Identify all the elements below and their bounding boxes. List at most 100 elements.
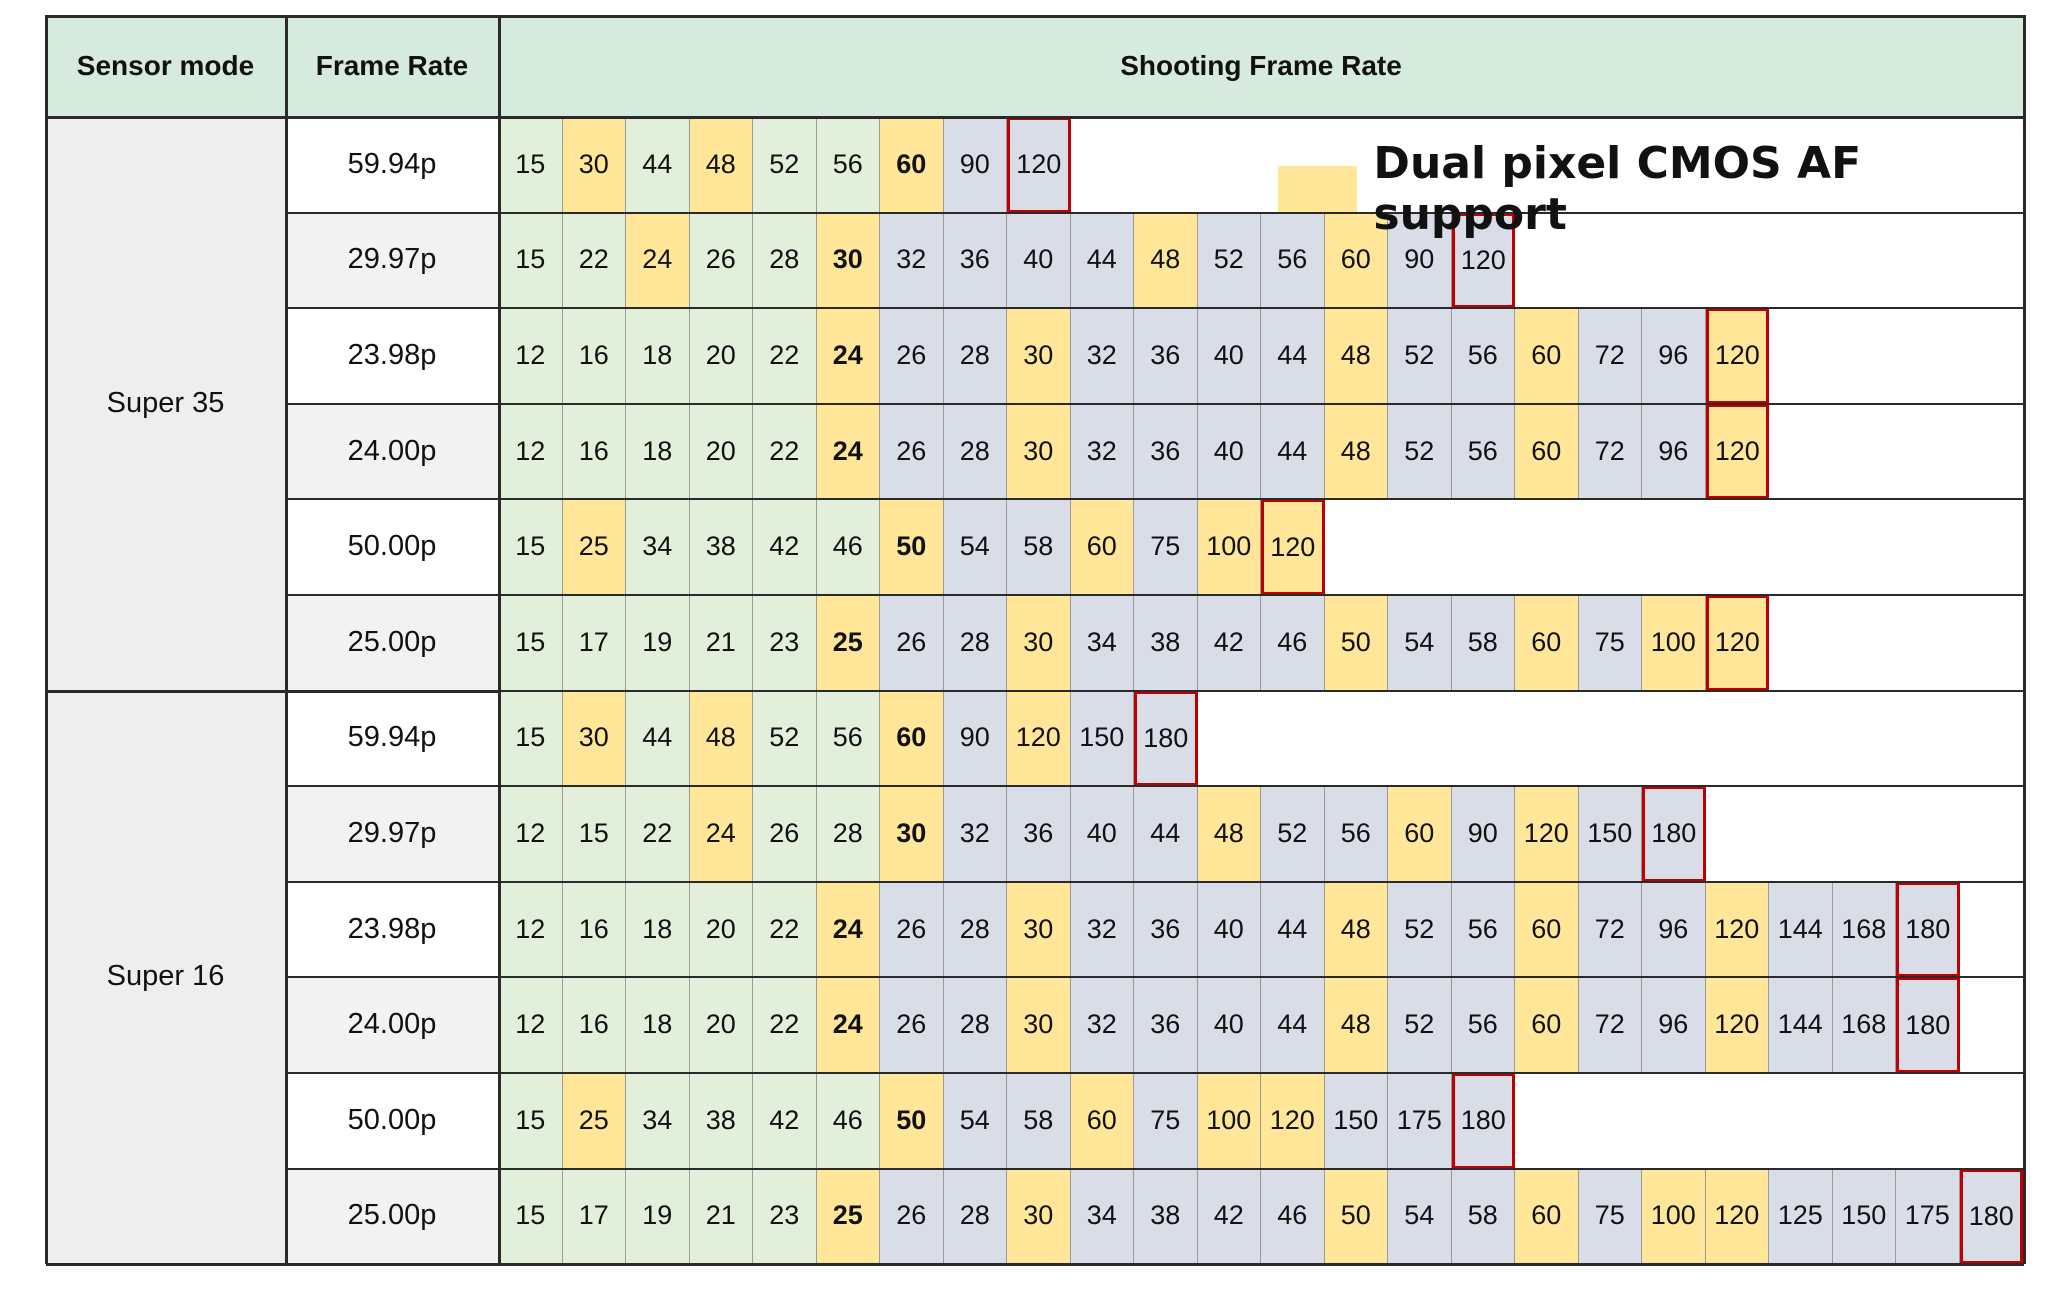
shooting-rate-cell: 40 (1007, 212, 1071, 309)
shooting-rate-cell: 120 (1705, 1168, 1769, 1265)
shooting-rate-cell: 150 (1070, 690, 1134, 787)
table-border-right (2023, 15, 2026, 1265)
row-divider (286, 785, 2023, 788)
shooting-rate-cell: 54 (943, 499, 1007, 595)
shooting-rate-cell: 28 (943, 1168, 1007, 1265)
table-border-left (45, 15, 48, 1265)
shooting-rate-cell: 32 (943, 786, 1007, 882)
shooting-rate-cell: 60 (1070, 499, 1134, 595)
shooting-rate-cell: 75 (1134, 499, 1198, 595)
shooting-rate-cell: 32 (1070, 403, 1134, 500)
shooting-rate-cell: 48 (689, 117, 753, 213)
shooting-rate-cell: 50 (880, 1073, 944, 1169)
shooting-rate-cell: 52 (753, 690, 817, 787)
shooting-rate-cell: 54 (1388, 1168, 1452, 1265)
shooting-rate-cell: 36 (1007, 786, 1071, 882)
header-frame-rate-label: Frame Rate (315, 50, 469, 81)
shooting-rate-cell: 56 (1451, 403, 1515, 500)
row-divider (286, 307, 2023, 310)
shooting-rate-cell: 48 (1324, 308, 1388, 404)
shooting-rate-cell: 75 (1134, 1073, 1198, 1169)
frame-rate-cell: 29.97p (286, 786, 499, 882)
shooting-rate-cell: 125 (1769, 1168, 1833, 1265)
shooting-rate-cell: 16 (562, 308, 626, 404)
shooting-rate-cell: 26 (880, 977, 944, 1073)
shooting-rate-cell: 60 (1515, 403, 1579, 500)
shooting-rate-cell: 24 (816, 308, 880, 404)
shooting-rate-cell: 20 (689, 881, 753, 978)
shooting-rate-cell: 46 (816, 1073, 880, 1169)
header-frame-rate: Frame Rate (286, 16, 499, 117)
shooting-rate-cell: 38 (1134, 595, 1198, 691)
shooting-rate-cell: 25 (562, 1073, 626, 1169)
frame-rate-cell: 25.00p (286, 1168, 499, 1265)
shooting-rate-cell: 90 (943, 117, 1007, 213)
shooting-rate-cell: 96 (1642, 403, 1706, 500)
shooting-rate-cell: 18 (626, 403, 690, 500)
header-shooting-frame-rate: Shooting Frame Rate (499, 16, 2024, 117)
shooting-rate-cell: 15 (499, 690, 563, 787)
shooting-rate-cell: 150 (1832, 1168, 1896, 1265)
shooting-rate-cell: 40 (1197, 977, 1261, 1073)
max-shooting-rate-cell: 180 (1896, 881, 1960, 978)
shooting-rate-cell: 96 (1642, 308, 1706, 404)
shooting-rate-cell: 46 (1261, 595, 1325, 691)
shooting-rate-cell: 17 (562, 595, 626, 691)
shooting-rate-cell: 58 (1007, 1073, 1071, 1169)
shooting-rate-cell: 72 (1578, 881, 1642, 978)
shooting-rate-cell: 22 (753, 403, 817, 500)
shooting-rate-cell: 40 (1070, 786, 1134, 882)
shooting-rate-cell: 30 (880, 786, 944, 882)
shooting-rate-cell: 56 (1324, 786, 1388, 882)
shooting-rate-cell: 20 (689, 308, 753, 404)
shooting-rate-cell: 52 (1388, 881, 1452, 978)
frame-rate-column-divider (498, 15, 501, 1265)
shooting-rate-cell: 46 (1261, 1168, 1325, 1265)
shooting-rate-cell: 24 (626, 212, 690, 309)
shooting-rate-cell: 54 (943, 1073, 1007, 1169)
shooting-rate-cell: 30 (1007, 1168, 1071, 1265)
shooting-rate-cell: 44 (626, 690, 690, 787)
shooting-rate-cell: 52 (1388, 403, 1452, 500)
row-divider (286, 402, 2023, 405)
row-divider (286, 976, 2023, 979)
shooting-rate-cell: 30 (816, 212, 880, 309)
shooting-rate-cell: 22 (626, 786, 690, 882)
frame-rate-cell: 29.97p (286, 212, 499, 309)
shooting-rate-cell: 26 (880, 403, 944, 500)
shooting-rate-cell: 24 (816, 881, 880, 978)
shooting-rate-cell: 15 (499, 499, 563, 595)
shooting-rate-cell: 100 (1197, 1073, 1261, 1169)
shooting-rate-cell: 48 (1324, 977, 1388, 1073)
shooting-rate-cell: 34 (1070, 1168, 1134, 1265)
shooting-rate-cell: 168 (1832, 881, 1896, 978)
legend-swatch (1278, 166, 1358, 212)
shooting-rate-cell: 72 (1578, 977, 1642, 1073)
header-shooting-frame-rate-label: Shooting Frame Rate (1120, 50, 1402, 81)
shooting-rate-cell: 15 (499, 117, 563, 213)
shooting-rate-cell: 22 (562, 212, 626, 309)
shooting-rate-cell: 18 (626, 881, 690, 978)
shooting-rate-cell: 38 (1134, 1168, 1198, 1265)
shooting-rate-cell: 44 (1261, 977, 1325, 1073)
header-sensor-mode: Sensor mode (46, 16, 286, 117)
shooting-rate-cell: 25 (562, 499, 626, 595)
frame-rate-cell: 50.00p (286, 499, 499, 595)
shooting-rate-cell: 44 (1134, 786, 1198, 882)
shooting-rate-cell: 144 (1769, 977, 1833, 1073)
shooting-rate-cell: 44 (626, 117, 690, 213)
max-shooting-rate-cell: 120 (1451, 212, 1515, 309)
row-divider (286, 880, 2023, 883)
shooting-rate-cell: 25 (816, 1168, 880, 1265)
shooting-rate-cell: 26 (753, 786, 817, 882)
shooting-rate-cell: 60 (1515, 595, 1579, 691)
shooting-rate-cell: 52 (1388, 977, 1452, 1073)
max-shooting-rate-cell: 120 (1705, 403, 1769, 500)
shooting-rate-cell: 19 (626, 595, 690, 691)
shooting-rate-cell: 52 (1388, 308, 1452, 404)
legend: Dual pixel CMOS AF support (1278, 138, 2048, 240)
shooting-rate-cell: 30 (562, 117, 626, 213)
row-divider (286, 594, 2023, 596)
shooting-rate-cell: 26 (689, 212, 753, 309)
shooting-rate-cell: 72 (1578, 403, 1642, 500)
